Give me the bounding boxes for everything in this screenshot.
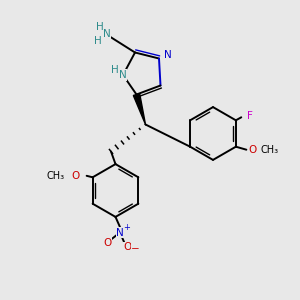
Text: N: N [164,50,171,61]
Text: H: H [111,64,119,75]
Text: −: − [131,244,140,254]
Text: H: H [94,36,102,46]
Text: N: N [116,227,124,238]
Text: +: + [123,223,130,232]
Text: F: F [247,111,253,121]
Text: O: O [123,242,131,253]
Text: O: O [103,238,112,248]
Text: CH₃: CH₃ [46,171,64,181]
Text: O: O [72,171,80,181]
Polygon shape [133,94,145,124]
Text: H: H [96,22,104,32]
Text: N: N [103,29,111,39]
Text: N: N [119,70,127,80]
Text: O: O [249,145,257,155]
Text: CH₃: CH₃ [261,145,279,155]
